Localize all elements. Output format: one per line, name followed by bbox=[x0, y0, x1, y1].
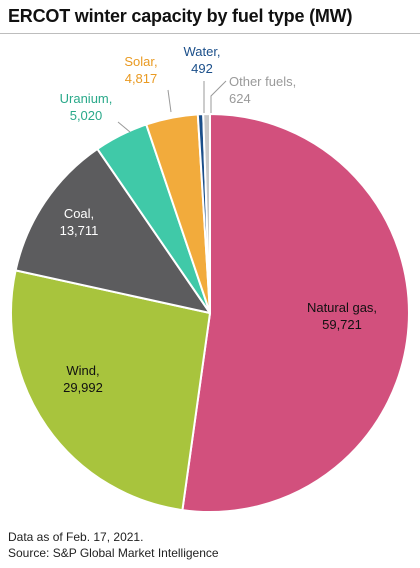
slice-value-coal: 13,711 bbox=[60, 223, 99, 238]
leader-line-uranium bbox=[117, 121, 131, 133]
slice-value-natural-gas: 59,721 bbox=[322, 317, 362, 332]
slice-label-water: Water, bbox=[183, 44, 220, 59]
slice-label-coal: Coal, bbox=[64, 206, 94, 221]
chart-title: ERCOT winter capacity by fuel type (MW) bbox=[8, 6, 353, 26]
slice-value-uranium: 5,020 bbox=[70, 108, 103, 123]
slice-label-uranium: Uranium, bbox=[60, 91, 113, 106]
leader-line-other-fuels bbox=[210, 80, 227, 113]
slice-label-wind: Wind, bbox=[66, 363, 99, 378]
title-divider bbox=[0, 33, 420, 34]
slice-value-other-fuels: 624 bbox=[229, 91, 251, 106]
leader-line-solar bbox=[167, 89, 172, 113]
chart-footer: Data as of Feb. 17, 2021. Source: S&P Gl… bbox=[8, 529, 219, 561]
slice-label-other-fuels: Other fuels, bbox=[229, 74, 296, 89]
slice-label-solar: Solar, bbox=[124, 54, 157, 69]
pie-slice-coal bbox=[14, 147, 211, 314]
pie-slice-natural-gas bbox=[181, 113, 410, 513]
slice-label-natural-gas: Natural gas, bbox=[307, 300, 377, 315]
pie-slice-wind bbox=[10, 269, 211, 512]
slice-value-solar: 4,817 bbox=[125, 71, 158, 86]
source-note: Source: S&P Global Market Intelligence bbox=[8, 546, 219, 560]
slice-value-wind: 29,992 bbox=[63, 380, 103, 395]
data-date-note: Data as of Feb. 17, 2021. bbox=[8, 530, 144, 544]
pie-slice-other-fuels bbox=[202, 113, 211, 314]
slice-value-water: 492 bbox=[191, 61, 213, 76]
